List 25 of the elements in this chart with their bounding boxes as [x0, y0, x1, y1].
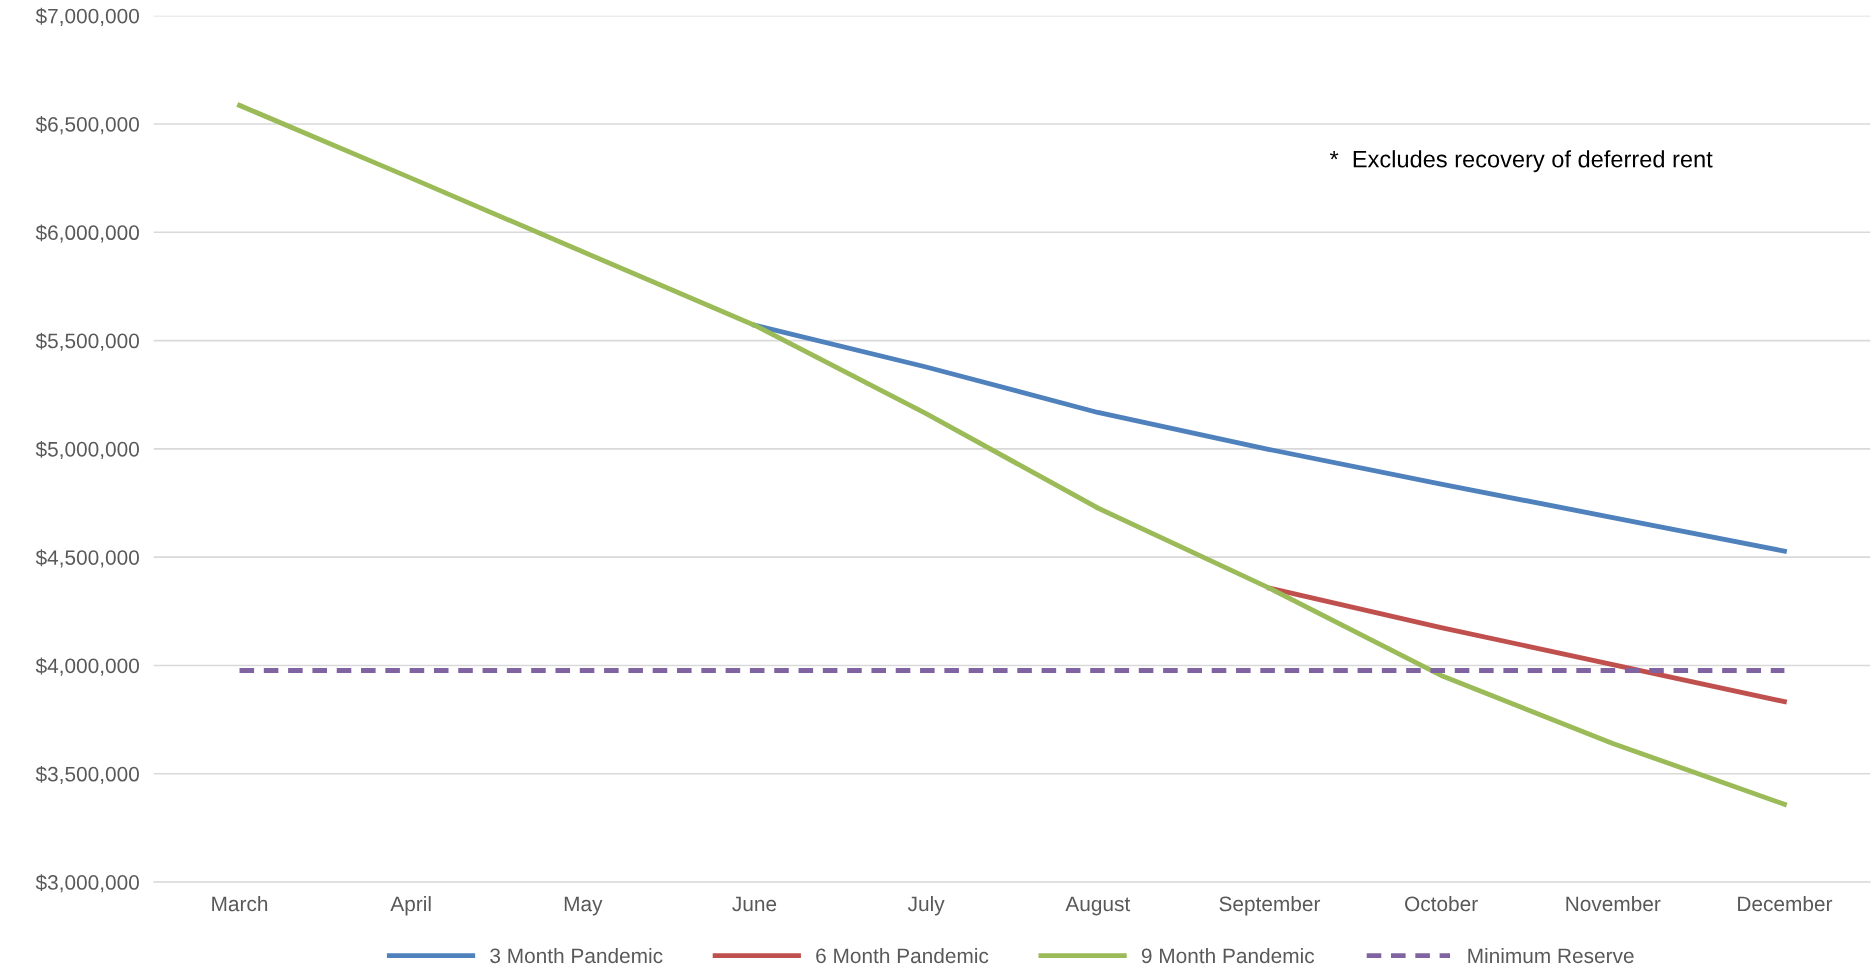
legend-label: 6 Month Pandemic — [816, 947, 989, 964]
x-tick-label: March — [212, 895, 268, 912]
y-tick-label: $3,500,000 — [35, 765, 139, 784]
line-series — [237, 102, 1787, 807]
annotation: * Excludes recovery of deferred rent — [1329, 150, 1713, 173]
y-tick-label: $5,000,000 — [35, 441, 139, 460]
y-tick-label: $6,500,000 — [35, 116, 139, 135]
y-tick-label: $6,000,000 — [35, 224, 139, 243]
y-tick-label: $4,500,000 — [35, 549, 139, 568]
legend-label: 9 Month Pandemic — [1141, 947, 1315, 964]
y-tick-label: $7,000,000 — [35, 7, 139, 26]
legend-label: 3 Month Pandemic — [490, 947, 663, 964]
y-tick-label: $5,500,000 — [35, 332, 139, 351]
x-tick-label: August — [1065, 896, 1131, 916]
legend-label: Minimum Reserve — [1468, 947, 1634, 964]
x-tick-label: June — [732, 896, 777, 912]
x-tick-label: December — [1738, 895, 1833, 912]
y-tick-label: $3,000,000 — [35, 874, 139, 893]
x-tick-label: September — [1219, 895, 1321, 916]
x-tick-label: July — [907, 895, 945, 916]
x-tick-label: November — [1566, 895, 1661, 912]
x-tick-label: May — [564, 896, 603, 916]
y-tick-label: $4,000,000 — [35, 657, 139, 676]
x-tick-label: April — [390, 895, 431, 916]
x-tick-label: October — [1405, 895, 1478, 912]
